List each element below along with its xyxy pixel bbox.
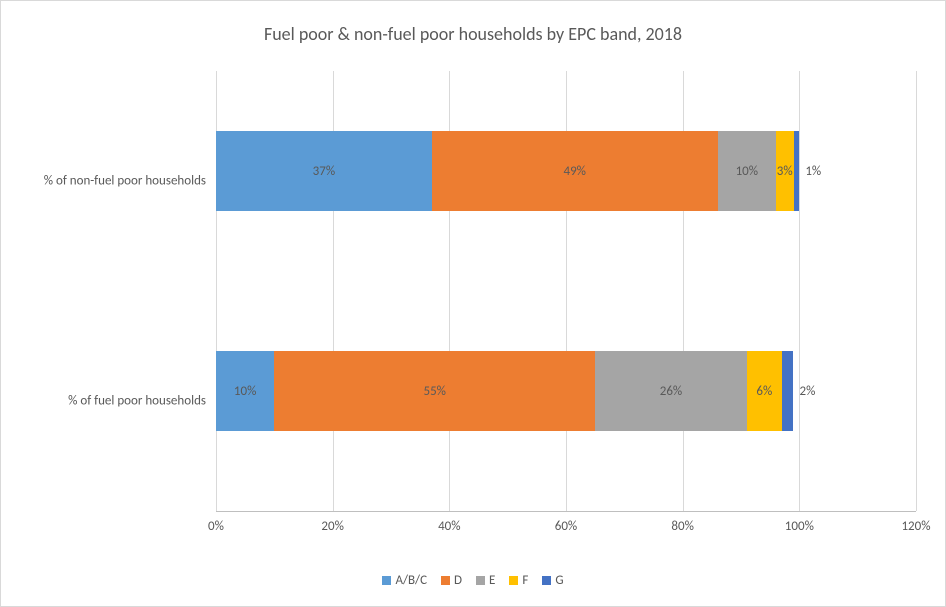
legend-swatch xyxy=(542,576,551,585)
x-tick-label: 60% xyxy=(555,519,577,534)
y-category-text: % of fuel poor households xyxy=(68,394,206,409)
legend: A/B/C D E F G xyxy=(1,573,945,588)
bar-datalabel: 2% xyxy=(800,351,830,431)
x-tick-label: 80% xyxy=(671,519,693,534)
chart-title: Fuel poor & non-fuel poor households by … xyxy=(1,23,945,45)
bar-datalabel: 1% xyxy=(805,131,835,211)
bar-datalabel: 10% xyxy=(718,131,776,211)
bar-datalabel: 3% xyxy=(776,131,794,211)
legend-swatch xyxy=(476,576,485,585)
legend-item: F xyxy=(509,573,528,588)
bar-row: 10%55%26%6%2% xyxy=(216,351,916,431)
bar-datalabel: 6% xyxy=(747,351,782,431)
legend-swatch xyxy=(441,576,450,585)
bar-segment xyxy=(782,351,794,431)
y-category-label: % of fuel poor households xyxy=(1,394,206,409)
bar-segment xyxy=(794,131,800,211)
legend-swatch xyxy=(382,576,391,585)
plot-area: 0%20%40%60%80%100%120%37%49%10%3%1%10%55… xyxy=(216,71,916,512)
x-tick-label: 100% xyxy=(785,519,814,534)
bar-datalabel: 10% xyxy=(216,351,274,431)
legend-swatch xyxy=(509,576,518,585)
legend-item: A/B/C xyxy=(382,573,427,588)
legend-label: D xyxy=(454,573,462,588)
x-tick-label: 20% xyxy=(321,519,343,534)
bar-datalabel: 26% xyxy=(595,351,747,431)
legend-label: G xyxy=(555,573,563,588)
bar-row: 37%49%10%3%1% xyxy=(216,131,916,211)
x-tick-label: 0% xyxy=(208,519,224,534)
gridline xyxy=(916,71,917,511)
bar-datalabel: 37% xyxy=(216,131,432,211)
x-tick-label: 40% xyxy=(438,519,460,534)
legend-label: E xyxy=(489,573,495,588)
y-category-label: % of non-fuel poor households xyxy=(1,174,206,189)
y-category-text: % of non-fuel poor households xyxy=(44,174,206,189)
legend-label: F xyxy=(522,573,528,588)
chart-container: Fuel poor & non-fuel poor households by … xyxy=(0,0,946,607)
legend-item: D xyxy=(441,573,462,588)
x-tick-label: 120% xyxy=(901,519,930,534)
bar-datalabel: 55% xyxy=(274,351,595,431)
legend-label: A/B/C xyxy=(395,573,427,588)
legend-item: E xyxy=(476,573,495,588)
legend-item: G xyxy=(542,573,563,588)
bar-datalabel: 49% xyxy=(432,131,718,211)
